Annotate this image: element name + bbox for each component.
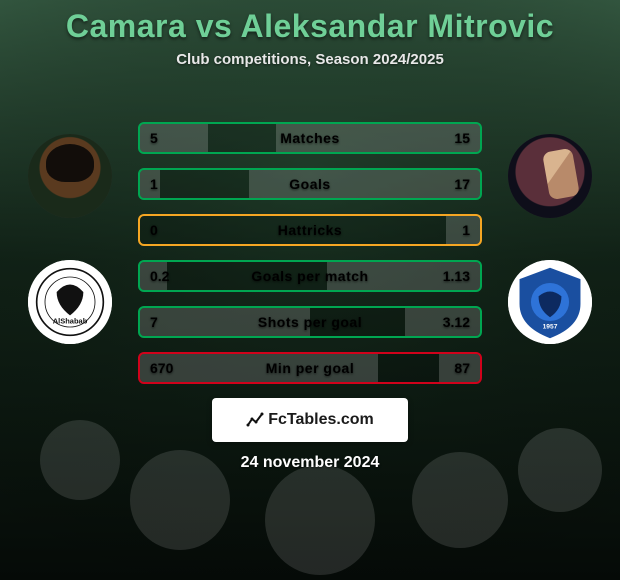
stat-label: Shots per goal [140,308,480,336]
stat-label: Hattricks [140,216,480,244]
stat-row: 67087Min per goal [138,352,482,384]
subtitle: Club competitions, Season 2024/2025 [0,51,620,68]
chart-icon [246,411,264,429]
svg-text:1957: 1957 [543,324,558,331]
stat-label: Goals [140,170,480,198]
stat-row: 01Hattricks [138,214,482,246]
stat-label: Goals per match [140,262,480,290]
stat-row: 515Matches [138,122,482,154]
club-left-logo: AlShabab [28,260,112,344]
stat-label: Matches [140,124,480,152]
club-left-label: AlShabab [53,317,88,326]
player-right-photo [508,134,592,218]
stat-row: 117Goals [138,168,482,200]
source-badge: FcTables.com [212,398,408,442]
stat-rows: 515Matches 117Goals 01Hattricks 0.21.13Goal… [138,122,482,398]
stat-label: Min per goal [140,354,480,382]
stat-row: 73.12Shots per goal [138,306,482,338]
player-left-photo [28,134,112,218]
date-label: 24 november 2024 [0,454,620,472]
club-right-logo: 1957 [508,260,592,344]
page-title: Camara vs Aleksandar Mitrovic [0,8,620,45]
badge-text: FcTables.com [268,411,374,429]
stat-row: 0.21.13Goals per match [138,260,482,292]
